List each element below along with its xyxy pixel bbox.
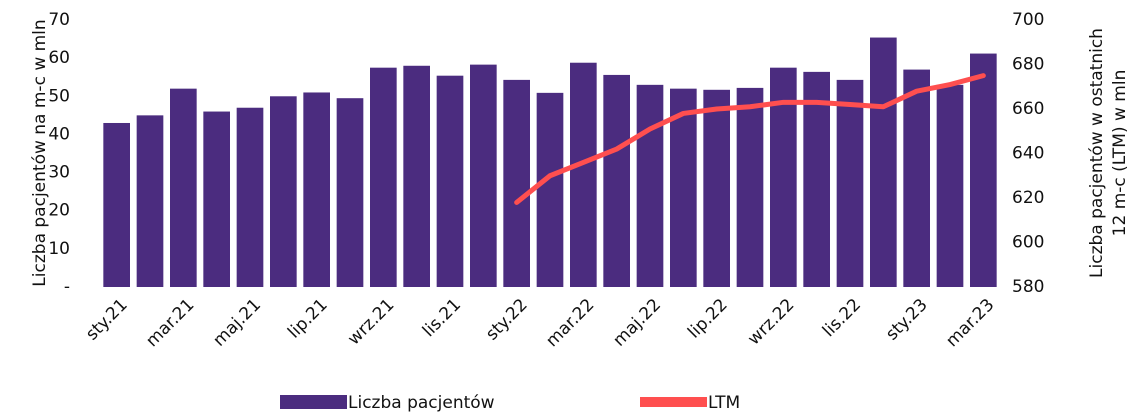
- y-tick-label: 20: [48, 201, 70, 221]
- y-tick-label: 70: [48, 10, 70, 30]
- legend-swatch: [280, 395, 347, 409]
- x-tick-label: maj.21: [209, 295, 265, 351]
- bar: [670, 88, 697, 288]
- bar: [270, 96, 297, 288]
- x-tick-label: wrz.21: [344, 295, 398, 349]
- x-tick-label: lip.21: [284, 295, 332, 343]
- y2-tick-label: 640: [1012, 144, 1044, 164]
- bar: [136, 115, 164, 287]
- bar: [170, 88, 197, 288]
- y2-tick-label: 620: [1012, 188, 1044, 208]
- x-tick-label: lis.22: [819, 295, 865, 341]
- bar: [436, 75, 464, 287]
- x-tick-label: mar.23: [942, 295, 998, 351]
- y-tick-label: 30: [48, 163, 70, 183]
- y2-tick-label: 600: [1012, 233, 1044, 253]
- bar: [603, 74, 630, 287]
- x-tick-label: mar.22: [542, 295, 598, 351]
- bar: [736, 87, 764, 287]
- bar: [936, 84, 964, 287]
- bar: [970, 53, 997, 287]
- bar: [536, 92, 564, 287]
- y2-axis-label: Liczba pacjentów w ostatnich: [1087, 28, 1107, 278]
- x-tick-label: maj.22: [609, 295, 665, 351]
- y-tick-label: 10: [48, 239, 70, 259]
- bar: [870, 37, 897, 287]
- y-tick-label: 50: [48, 86, 70, 106]
- y2-tick-label: 680: [1012, 55, 1044, 75]
- bar: [103, 122, 130, 287]
- x-tick-label: lis.21: [419, 295, 465, 341]
- bar: [803, 71, 830, 287]
- legend-label: Liczba pacjentów: [348, 393, 495, 413]
- bar: [703, 89, 730, 288]
- y-tick-label: 60: [48, 48, 70, 68]
- legend-swatch: [640, 397, 707, 407]
- x-tick-label: lip.22: [684, 295, 732, 343]
- x-tick-label: wrz.22: [744, 295, 798, 349]
- bar: [336, 98, 364, 287]
- bar: [503, 79, 530, 288]
- bar: [370, 67, 397, 287]
- line: [514, 73, 986, 205]
- bar: [203, 111, 230, 288]
- y2-axis-label: 12 m-c (LTM) w mln: [1110, 70, 1130, 237]
- x-tick-label: sty.22: [482, 295, 532, 345]
- x-tick-label: sty.23: [882, 295, 932, 345]
- y-tick-label: 40: [48, 124, 70, 144]
- bar: [303, 92, 330, 287]
- x-tick-label: mar.21: [142, 295, 198, 351]
- y2-tick-label: 660: [1012, 99, 1044, 119]
- bar: [636, 84, 664, 287]
- legend-label: LTM: [708, 393, 740, 413]
- x-tick-label: sty.21: [82, 295, 132, 345]
- bar: [236, 107, 264, 287]
- y-tick-label: -: [64, 277, 70, 297]
- y2-tick-label: 700: [1012, 10, 1044, 30]
- y-axis-label: Liczba pacjentów na m-c w mln: [30, 19, 50, 286]
- bar: [470, 64, 497, 288]
- bar: [570, 62, 597, 287]
- bar: [836, 79, 864, 288]
- y2-tick-label: 580: [1012, 277, 1044, 297]
- bar: [403, 65, 430, 288]
- bar: [903, 69, 930, 287]
